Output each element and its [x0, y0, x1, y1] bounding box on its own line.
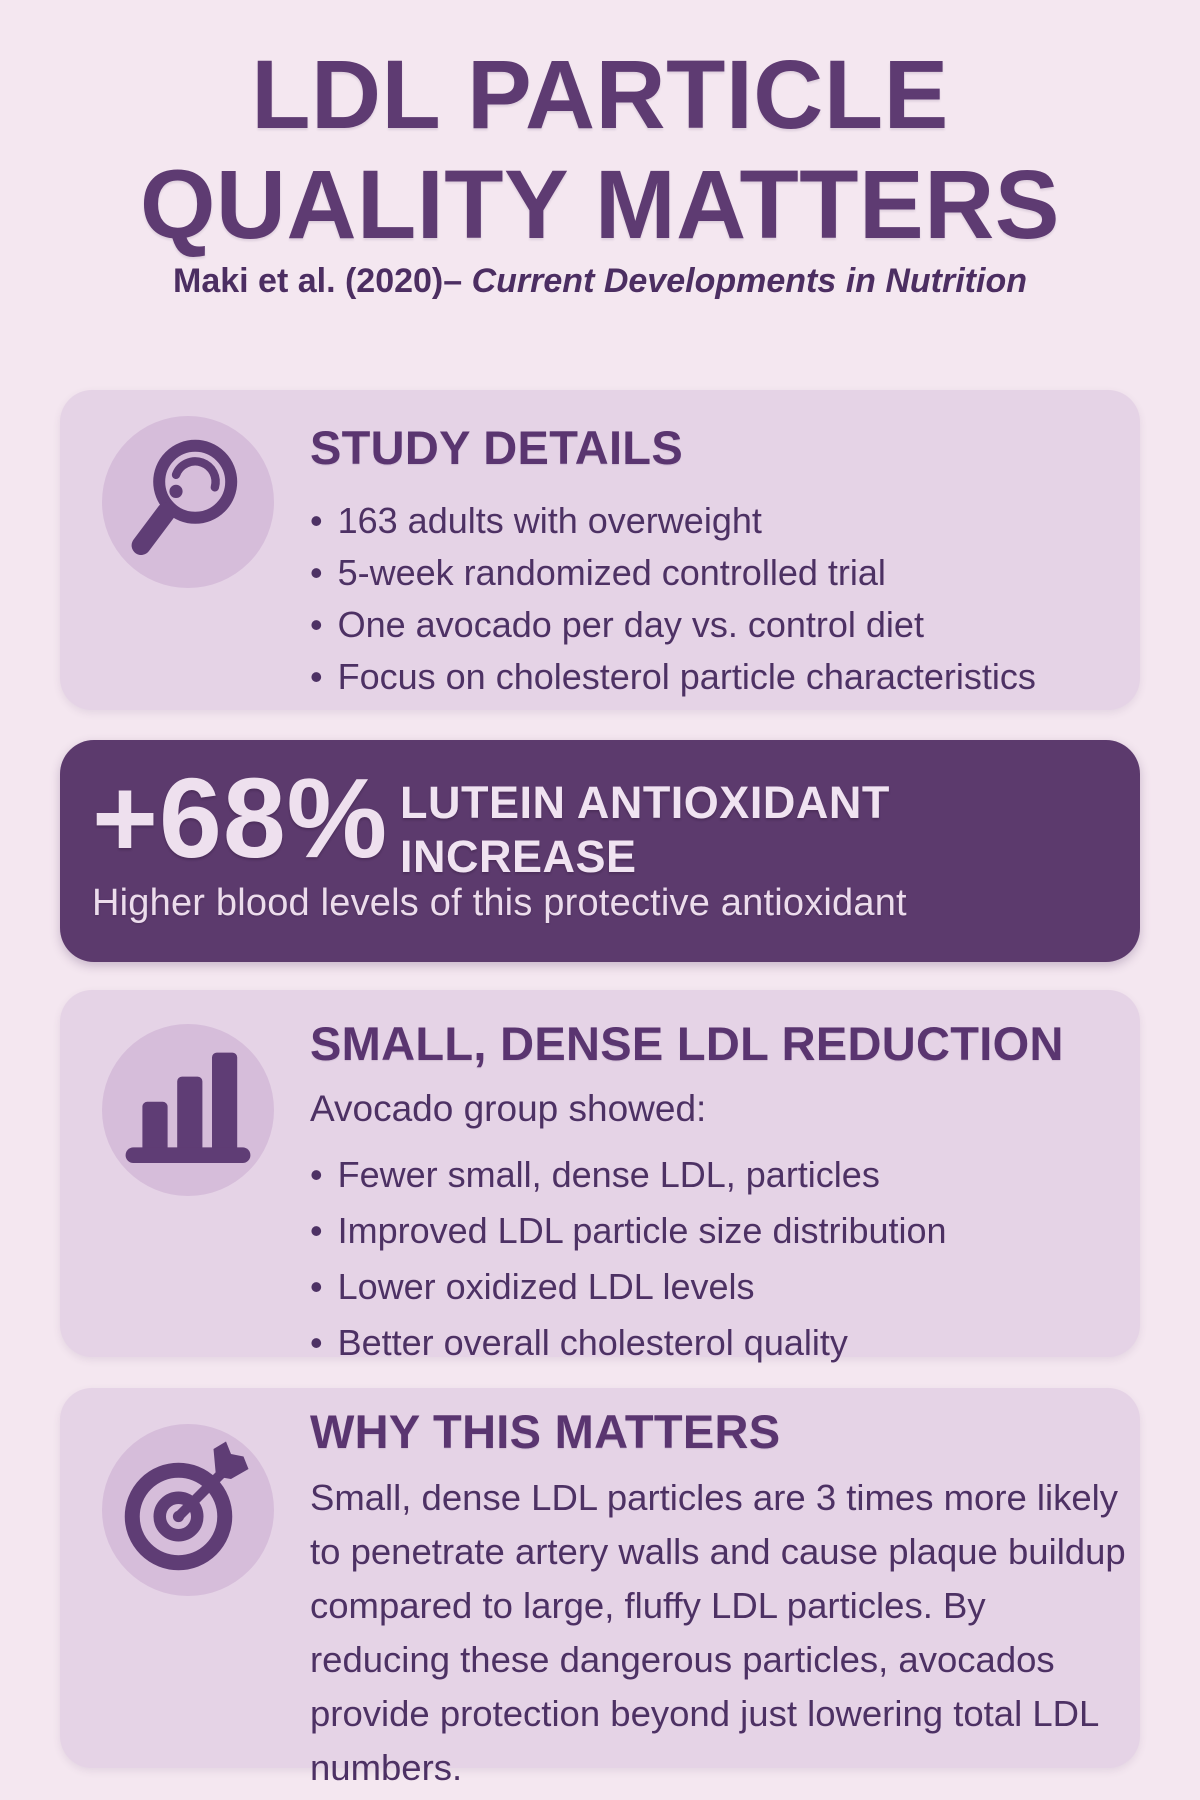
bullet-item: One avocado per day vs. control diet [310, 599, 1118, 651]
lutein-heading-line1: LUTEIN ANTIOXIDANT [400, 777, 890, 828]
magnifier-icon [131, 439, 238, 555]
citation-journal: Current Developments in Nutrition [471, 262, 1027, 300]
study-details-content: STUDY DETAILS 163 adults with overweight… [310, 420, 1118, 703]
lutein-increase-banner: +68% LUTEIN ANTIOXIDANT INCREASE Higher b… [60, 740, 1140, 962]
ldl-reduction-bullets: Fewer small, dense LDL, particles Improv… [310, 1147, 1118, 1371]
why-matters-body: Small, dense LDL particles are 3 times m… [310, 1477, 1126, 1788]
ldl-reduction-heading: SMALL, DENSE LDL REDUCTION [310, 1017, 1064, 1070]
bullet-item: Improved LDL particle size distribution [310, 1203, 1118, 1259]
lutein-banner-heading: LUTEIN ANTIOXIDANT INCREASE [400, 776, 890, 884]
ldl-reduction-card: SMALL, DENSE LDL REDUCTION Avocado group… [60, 990, 1140, 1363]
lutein-stat-value: +68% [92, 755, 389, 881]
why-matters-icon-block [102, 1424, 274, 1596]
lutein-banner-caption: Higher blood levels of this protective a… [92, 882, 907, 924]
bullet-item: Better overall cholesterol quality [310, 1315, 1118, 1371]
citation-authors: Maki et al. (2020)– [173, 262, 472, 300]
source-citation: Maki et al. (2020)– Current Developments… [0, 262, 1200, 301]
why-matters-content: WHY THIS MATTERS Small, dense LDL partic… [310, 1404, 1126, 1795]
bullet-item: Lower oxidized LDL levels [310, 1259, 1118, 1315]
bullet-item: 163 adults with overweight [310, 495, 1118, 547]
ldl-reduction-intro: Avocado group showed: [310, 1088, 707, 1129]
lutein-heading-line2: INCREASE [400, 831, 637, 882]
study-details-bullets: 163 adults with overweight 5-week random… [310, 495, 1118, 703]
study-details-card: STUDY DETAILS 163 adults with overweight… [60, 390, 1140, 710]
page-title-line2: QUALITY MATTERS [139, 149, 1060, 259]
ldl-reduction-content: SMALL, DENSE LDL REDUCTION Avocado group… [310, 1016, 1118, 1371]
bullet-item: Fewer small, dense LDL, particles [310, 1147, 1118, 1203]
why-matters-card: WHY THIS MATTERS Small, dense LDL partic… [60, 1388, 1140, 1788]
why-matters-heading: WHY THIS MATTERS [310, 1405, 781, 1458]
target-icon [124, 1441, 249, 1571]
page-title: LDL PARTICLE QUALITY MATTERS [0, 40, 1200, 259]
study-details-icon-block [102, 416, 274, 588]
bar-chart-icon [125, 1052, 251, 1163]
bullet-item: 5-week randomized controlled trial [310, 547, 1118, 599]
study-details-heading: STUDY DETAILS [310, 421, 683, 474]
bullet-item: Focus on cholesterol particle characteri… [310, 651, 1118, 703]
ldl-reduction-icon-block [102, 1024, 274, 1196]
page-title-line1: LDL PARTICLE [251, 40, 949, 149]
